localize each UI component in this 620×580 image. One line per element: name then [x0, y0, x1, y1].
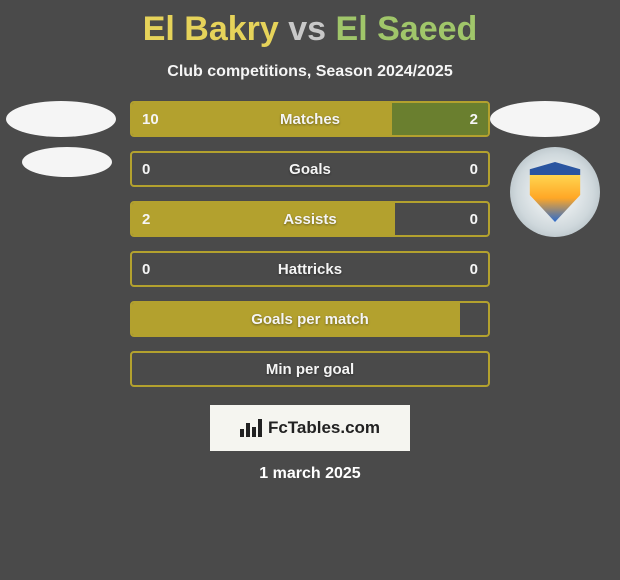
- chart-area: Matches102Goals00Assists20Hattricks00Goa…: [0, 101, 620, 401]
- player1-name: El Bakry: [143, 10, 279, 48]
- brand-text: FcTables.com: [268, 418, 380, 438]
- stat-value-right: 0: [470, 203, 478, 235]
- stat-label: Goals: [132, 153, 488, 185]
- stat-label: Min per goal: [132, 353, 488, 385]
- stat-label: Goals per match: [132, 303, 488, 335]
- stat-value-right: 2: [470, 103, 478, 135]
- stat-row: Goals0 0: [130, 151, 490, 187]
- stat-label: Hattricks: [132, 253, 488, 285]
- stat-value-left: 10: [142, 103, 159, 135]
- subtitle: Club competitions, Season 2024/2025: [0, 63, 620, 81]
- footer-date: 1 march 2025: [0, 465, 620, 483]
- shield-icon: [525, 162, 585, 222]
- brand-box: FcTables.com: [210, 405, 410, 451]
- vs-text: vs: [288, 10, 326, 48]
- player1-ellipse: [22, 147, 112, 177]
- stat-value-left: 0: [142, 153, 150, 185]
- stat-label: Assists: [132, 203, 488, 235]
- stat-row: Min per goal: [130, 351, 490, 387]
- brand-bars-icon: [240, 419, 262, 437]
- player2-ellipse: [490, 101, 600, 137]
- stat-value-left: 2: [142, 203, 150, 235]
- stat-label: Matches: [132, 103, 488, 135]
- stat-row: Goals per match: [130, 301, 490, 337]
- stat-value-right: 0: [470, 253, 478, 285]
- stat-value-right: 0: [470, 153, 478, 185]
- stat-value-left: 0: [142, 253, 150, 285]
- stat-row: Matches10 2: [130, 101, 490, 137]
- club-badge: [510, 147, 600, 237]
- comparison-title: El Bakry vs El Saeed: [0, 0, 620, 49]
- comparison-card: El Bakry vs El Saeed Club competitions, …: [0, 0, 620, 580]
- player1-ellipse: [6, 101, 116, 137]
- stat-row: Assists2 0: [130, 201, 490, 237]
- player2-name: El Saeed: [336, 10, 478, 48]
- stat-row: Hattricks0 0: [130, 251, 490, 287]
